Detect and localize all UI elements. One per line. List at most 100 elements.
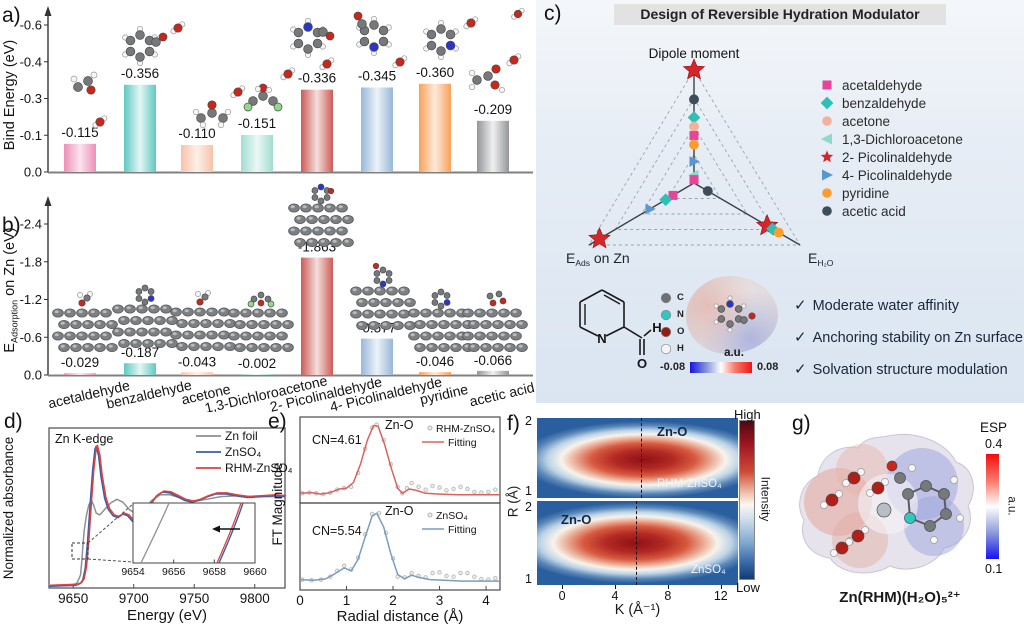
atom [436,24,446,34]
zn-atom [142,338,154,348]
atom [436,46,446,56]
atom [77,292,83,298]
criterion-text: Anchoring stability on Zn surface [812,330,1023,346]
zn-atom-highlight [132,317,137,321]
atom [257,291,265,299]
panel-b-label: b) [2,214,21,237]
atom-dot [660,309,672,320]
b-bar-value: -0.043 [178,354,216,369]
zn-atom [224,318,236,328]
atom [255,86,261,92]
atom [938,488,950,500]
e-data-dot [486,489,491,495]
f-ytick: 2 [525,414,532,428]
zn-atom-highlight [400,288,405,292]
d-inset-frame [132,502,256,564]
zn-atom [228,331,240,341]
d-legend-label: ZnSO₄ [225,445,261,459]
legend-marker-shape [820,150,834,163]
atom [73,82,83,92]
atom [369,20,379,30]
o-atom-label: O [637,356,647,371]
bar-b-2- Picolinaldehyde [301,257,333,375]
atom-symbol: H [677,343,684,354]
atom-dot-circle [660,326,672,337]
zn-atom-highlight [102,310,107,314]
zn-atom-highlight [494,321,499,325]
2-picolinaldehyde-structure: N O H [579,289,662,371]
f-xtick-mark [615,585,617,589]
zn-atom-highlight [266,333,271,337]
atom [871,481,885,495]
heatmap-znso4 [537,501,738,585]
zn-atom [420,331,432,341]
b-bar-value: -0.046 [416,354,454,369]
zn-atom-highlight [242,333,247,337]
zn-atom-highlight [406,299,411,303]
zn-atom-highlight [84,344,89,348]
e-data-dot [444,573,449,579]
adsorbed-molecule-ringN [431,288,451,310]
atom [876,502,892,518]
zn-atom-highlight [72,344,77,348]
atom [86,85,96,95]
zn-atom-highlight [202,320,207,324]
zn-atom-highlight [108,321,113,325]
atom [144,46,155,57]
esp-thumbnail-molecule [713,295,756,333]
zn-atom [510,308,522,318]
esp-max: 0.4 [985,437,1003,451]
zn-atom [176,318,188,328]
zn-atom [246,342,258,352]
zn-atom-highlight [54,333,59,337]
atom [924,520,936,532]
atom [748,312,756,320]
zn-atom [362,286,374,296]
zn-atom-highlight [54,310,59,314]
atom [135,288,143,295]
atom [95,117,105,127]
zn-atom [142,315,154,325]
atom [727,327,733,333]
zn-atom-highlight [314,228,319,232]
zn-atom-highlight [150,306,155,310]
b-ylabel: EAdsorption on Zn (eV) [2,227,20,352]
a-ytick: -0.6 [20,18,42,33]
e-legend-fit: Fitting [448,524,477,536]
zn-atom [420,308,432,318]
zn-atom-highlight [150,329,155,333]
marker-diamond [659,193,673,207]
b-category-label: acetic acid [468,379,535,409]
atom [273,102,283,112]
a-ytick: -0.4 [20,54,42,69]
atom [490,80,500,90]
zn-atom-highlight [488,310,493,314]
atom [293,27,304,38]
zn-atom [130,315,142,325]
zn-atom [206,307,218,317]
zn-atom [504,319,516,329]
zn-slab [288,203,354,247]
zn-atom [426,319,438,329]
check-icon: ✓ [794,329,807,346]
zn-atom [76,308,88,318]
atom [717,305,726,313]
bar-a-acetic acid [477,120,509,172]
zn-atom [350,309,362,319]
zn-atom [170,330,182,340]
atom [734,305,743,313]
zn-atom [160,304,172,314]
atom [317,183,325,191]
zn-atom-highlight [452,344,457,348]
e-data-dot [479,490,484,495]
esp-min-label: -0.08 [660,361,686,373]
atom [293,38,304,49]
bar-b-acetic acid [477,370,509,375]
esp-colorbar-g [986,454,999,559]
e-fit-curve [299,424,500,496]
zn-atom [288,203,300,213]
zn-atom [432,331,444,341]
zn-atom [462,308,474,318]
zn-atom-highlight [126,329,131,333]
zn-atom-highlight [470,321,475,325]
